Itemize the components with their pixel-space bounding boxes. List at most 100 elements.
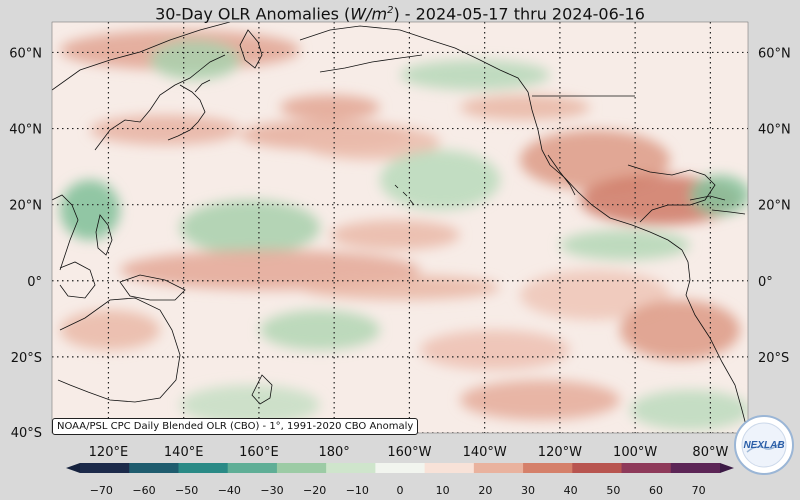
anomaly-patch [380, 150, 500, 210]
lat-label-left: 60°N [9, 46, 42, 61]
lon-label: 160°W [387, 445, 431, 460]
lat-label-left: 20°S [11, 351, 42, 366]
asia-coastline [52, 22, 231, 151]
anomaly-patch [400, 60, 550, 90]
title-prefix: 30-Day OLR Anomalies ( [155, 4, 351, 24]
anomaly-patch [300, 275, 500, 300]
anomaly-patch [690, 175, 748, 215]
anomaly-patch [560, 230, 690, 260]
anomaly-patch [280, 95, 380, 120]
anomaly-patch [90, 115, 240, 145]
lon-label: 120°W [538, 445, 582, 460]
philippines-coastline [95, 214, 113, 256]
latitude-labels-left: 60°N 40°N 20°N 0° 20°S 40°S [9, 46, 42, 441]
colorbar-tick-label: −50 [175, 484, 198, 497]
longitude-labels: 120°E 140°E 160°E 180° 160°W 140°W 120°W 100°W 8… [89, 445, 729, 460]
map-area [52, 22, 748, 433]
colorbar-block [670, 463, 721, 473]
lat-label-right: 0° [758, 275, 773, 290]
colorbar-block [129, 463, 179, 473]
colorbar-tick-label: 10 [436, 484, 450, 497]
title-unit-exponent: 2 [387, 5, 394, 16]
colorbar-low-extension [66, 463, 80, 473]
gridlines [52, 22, 748, 433]
data-source-note: NOAA/PSL CPC Daily Blended OLR (CBO) - 1… [52, 418, 419, 435]
lat-label-left: 20°N [9, 199, 42, 214]
lat-label-right: 60°N [758, 46, 791, 61]
colorbar-block [227, 463, 278, 473]
colorbar-block [572, 463, 623, 473]
anomaly-patch [300, 125, 440, 160]
lat-label-right: 20°S [758, 351, 789, 366]
lon-label: 120°E [89, 445, 129, 460]
anomaly-patch [460, 95, 590, 120]
north-america-coastline [527, 91, 683, 251]
anomaly-patch [150, 40, 240, 80]
colorbar-tick-label: 50 [606, 484, 620, 497]
south-america-coastline [681, 249, 748, 433]
anomaly-patch [420, 330, 570, 370]
map-title: 30-Day OLR Anomalies (W/m2) - 2024-05-17… [0, 0, 800, 24]
anomaly-patch [180, 200, 320, 255]
lat-label-left: 40°N [9, 123, 42, 138]
colorbar-tick-label: −30 [260, 484, 283, 497]
anomaly-patch [330, 220, 460, 250]
anomaly-patch [60, 310, 160, 350]
baja-california [547, 154, 576, 196]
anomaly-patch [630, 390, 748, 430]
colorbar-block [523, 463, 573, 473]
lon-label: 180° [318, 445, 349, 460]
lat-label-right: 20°N [758, 199, 791, 214]
colorbar-tick-label: 40 [564, 484, 578, 497]
gulf-coast [627, 164, 716, 223]
anomaly-patch [60, 180, 120, 240]
lat-label-left: 0° [27, 275, 42, 290]
colorbar-tick-label: 0 [397, 484, 404, 497]
anomaly-patch [620, 300, 740, 360]
lon-label: 140°E [164, 445, 204, 460]
colorbar-high-extension [720, 463, 734, 473]
colorbar-block [80, 463, 130, 473]
colorbar-tick-label: 30 [521, 484, 535, 497]
logo-globe [741, 422, 787, 468]
colorbar-tick-label: −40 [218, 484, 241, 497]
colorbar-tick-labels: −70 −60 −50 −40 −30 −20 −10 0 10 20 30 40 50 60 70 [90, 484, 706, 497]
new-guinea-coastline [119, 274, 186, 301]
title-unit: W/m [350, 4, 388, 24]
colorbar-tick-label: −60 [132, 484, 155, 497]
japan-coastline [167, 79, 211, 141]
colorbar-block [375, 463, 426, 473]
caribbean-islands [689, 195, 746, 215]
lon-label: 80°W [692, 445, 728, 460]
lon-label: 100°W [613, 445, 657, 460]
colorbar-blocks [80, 463, 721, 473]
colorbar-block [424, 463, 475, 473]
logo-swoosh [746, 441, 782, 453]
colorbar-block [178, 463, 229, 473]
colorbar-block [276, 463, 327, 473]
anomaly-patch [180, 385, 320, 425]
title-suffix: ) - 2024-05-17 thru 2024-06-16 [393, 4, 645, 24]
colorbar-tick-label: −70 [90, 484, 113, 497]
anomaly-patch [460, 380, 620, 420]
new-zealand-coastline [251, 374, 273, 405]
colorbar-tick-label: 70 [692, 484, 706, 497]
colorbar-block [621, 463, 672, 473]
colorbar-tick-label: 60 [649, 484, 663, 497]
olr-anomaly-field [60, 30, 748, 430]
australia-coastline [57, 297, 181, 403]
anomaly-patch [260, 310, 380, 350]
lon-label: 140°W [463, 445, 507, 460]
lon-label: 160°E [239, 445, 279, 460]
anomaly-patch [520, 130, 670, 190]
latitude-labels-right: 60°N40°N20°N0°20°S40°S [758, 46, 791, 441]
anomaly-patch [520, 270, 670, 320]
nexlab-logo: NEXLAB [734, 415, 794, 475]
indochina-coastline [52, 194, 79, 271]
aleutians [319, 54, 423, 73]
kamchatka-coastline [239, 29, 263, 69]
logo-text: NEXLAB [743, 440, 784, 451]
colorbar-tick-label: −20 [303, 484, 326, 497]
alaska-coastline [299, 25, 529, 93]
